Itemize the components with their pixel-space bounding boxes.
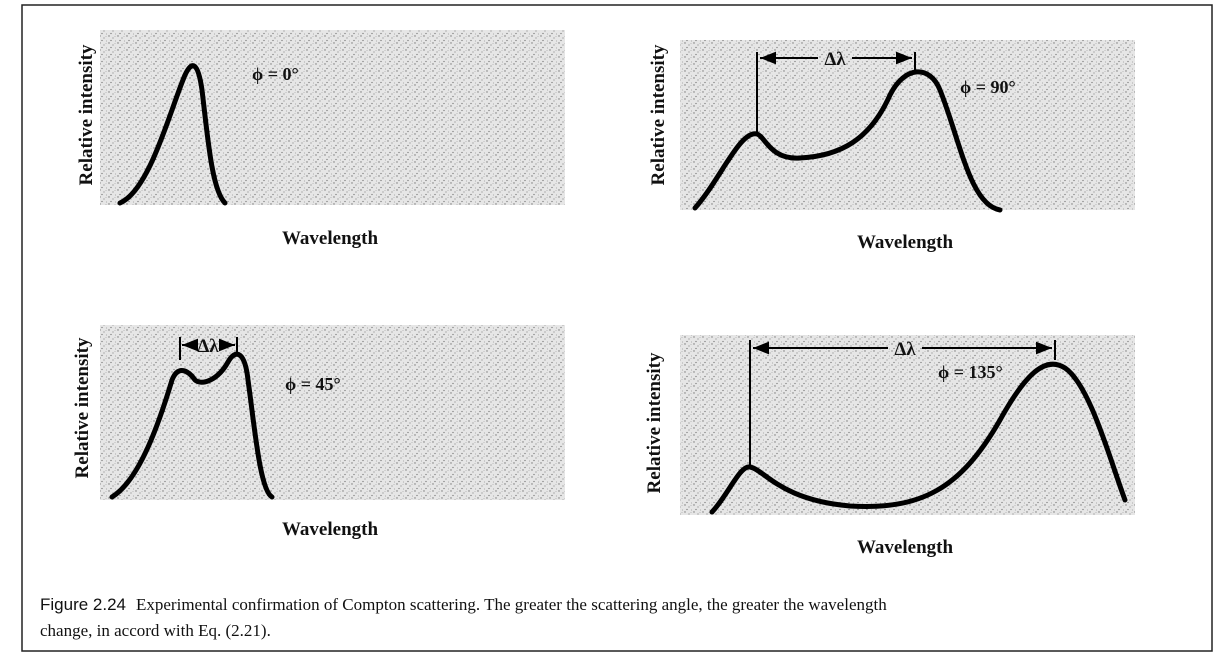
frame	[21, 4, 1213, 652]
spectrum-curve	[709, 361, 1128, 515]
angle-label: ϕ = 0°	[252, 64, 299, 84]
spectrum-curve	[692, 69, 1003, 213]
caption-text: Experimental confirmation of Compton sca…	[136, 595, 887, 614]
y-axis-label: Relative intensity	[72, 337, 93, 478]
caption: Figure 2.24 Experimental confirmation of…	[40, 595, 887, 614]
panel-background	[680, 335, 1135, 515]
y-axis-label: Relative intensity	[648, 44, 669, 185]
panel-background	[100, 325, 565, 500]
spectrum-curve	[117, 63, 228, 206]
angle-label: ϕ = 45°	[285, 374, 341, 394]
delta-label: Δλ	[824, 49, 846, 70]
delta-label: Δλ	[894, 339, 916, 360]
figure-number: Figure 2.24	[40, 595, 126, 614]
angle-label: ϕ = 90°	[960, 77, 1016, 97]
x-axis-label: Wavelength	[857, 537, 953, 558]
x-axis-label: Wavelength	[282, 228, 378, 249]
delta-label: Δλ	[197, 336, 219, 357]
x-axis-label: Wavelength	[282, 519, 378, 540]
panel-background	[680, 40, 1135, 210]
panel-background	[100, 30, 565, 205]
spectrum-curve	[109, 351, 275, 500]
caption-text: change, in accord with Eq. (2.21).	[40, 621, 271, 640]
y-axis-label: Relative intensity	[644, 352, 665, 493]
x-axis-label: Wavelength	[857, 232, 953, 253]
y-axis-label: Relative intensity	[76, 44, 97, 185]
angle-label: ϕ = 135°	[938, 362, 1003, 382]
